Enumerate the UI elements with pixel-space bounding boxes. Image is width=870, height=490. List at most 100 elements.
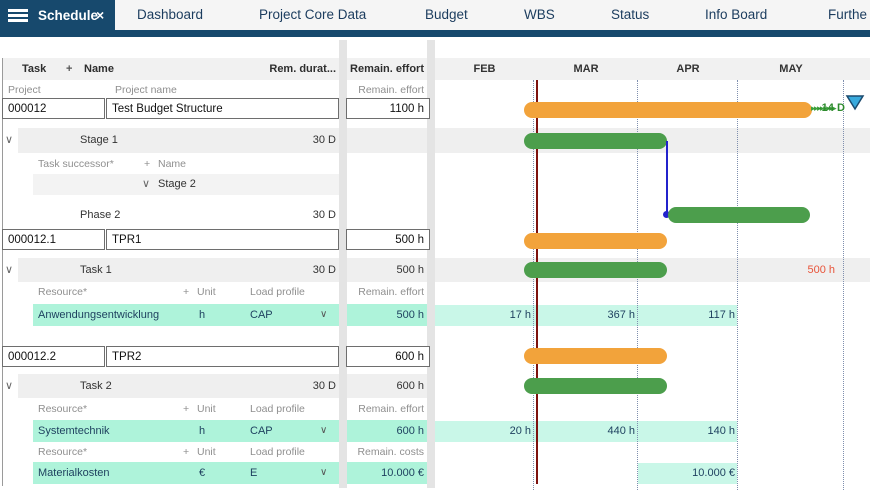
chevron-down-icon[interactable]: ∨ [5, 134, 14, 146]
col-remain-effort[interactable]: Remain. effort [350, 63, 424, 75]
chevron-down-icon[interactable]: ∨ [142, 178, 151, 190]
menu-bar [8, 9, 28, 12]
resource2-row[interactable] [33, 420, 339, 442]
plus-icon[interactable]: + [144, 158, 151, 170]
tpr1-name-field[interactable] [106, 229, 339, 250]
tpr2-name-field[interactable] [106, 346, 339, 367]
month-gridline [637, 80, 638, 490]
project-effort-field[interactable] [346, 98, 430, 119]
resource2-month-value: 140 h [707, 425, 735, 437]
tpr1-effort-field[interactable] [346, 229, 430, 250]
plus-icon[interactable]: + [183, 446, 190, 458]
col-rem-duration[interactable]: Rem. durat... [269, 63, 336, 75]
tpr2-id-field[interactable] [2, 346, 105, 367]
milestone-triangle-icon[interactable] [845, 94, 865, 111]
stage1-bar[interactable] [524, 133, 667, 149]
successor-name: Stage 2 [158, 178, 196, 190]
menu-bar [8, 19, 28, 22]
col-name[interactable]: Name [84, 63, 114, 75]
month-gridline [533, 80, 534, 490]
tab-schedule[interactable]: Schedule × [0, 0, 115, 37]
stage1-duration: 30 D [312, 134, 336, 146]
tab-bar-accent-strip [0, 30, 870, 37]
stage1-row[interactable] [18, 128, 339, 153]
table-header-band [3, 58, 339, 80]
chevron-down-icon[interactable]: ∨ [320, 309, 328, 320]
resource1-month-value: 17 h [509, 309, 531, 321]
table-left-border [2, 58, 3, 486]
tab-status[interactable]: Status [611, 7, 650, 22]
resource1-gantt-band [435, 305, 737, 326]
resource-header-label: Resource* [38, 286, 88, 298]
tab-info-board[interactable]: Info Board [705, 7, 768, 22]
chevron-down-icon[interactable]: ∨ [5, 264, 14, 276]
effort-header-band [347, 58, 427, 80]
column-divider[interactable] [427, 40, 435, 488]
resource3-name: Materialkosten [38, 467, 110, 479]
resource3-gantt-band [638, 463, 737, 484]
menu-icon[interactable] [8, 9, 28, 22]
month-label: MAY [779, 63, 803, 75]
successor-row[interactable] [33, 174, 339, 195]
resource-header-unit: Unit [197, 403, 216, 415]
resource1-month-value: 367 h [607, 309, 635, 321]
stage1-label: Stage 1 [80, 134, 118, 146]
tab-project-core-data[interactable]: Project Core Data [259, 7, 367, 22]
plus-icon[interactable]: + [183, 403, 190, 415]
menu-bar [8, 14, 28, 17]
resource1-row[interactable] [33, 304, 339, 326]
month-label: MAR [573, 63, 599, 75]
project-summary-bar[interactable] [524, 102, 812, 118]
tab-budget[interactable]: Budget [425, 7, 468, 22]
resource1-month-value: 117 h [708, 309, 735, 321]
chevron-down-icon[interactable]: ∨ [320, 425, 328, 436]
resource2-load-profile: CAP [250, 425, 273, 437]
delay-label: -14 D [818, 102, 845, 114]
resource3-costs-cell [347, 462, 427, 484]
close-icon[interactable]: × [96, 7, 105, 23]
tpr2-bar[interactable] [524, 348, 667, 364]
tab-dashboard[interactable]: Dashboard [137, 7, 204, 22]
month-label: APR [676, 63, 700, 75]
delay-chevrons-icon: ▸▸▸▸▸▸▸▸ [811, 103, 837, 113]
resource3-row[interactable] [33, 462, 339, 484]
resource3-load-profile: E [250, 467, 258, 479]
tpr2-effort-field[interactable] [346, 346, 430, 367]
tpr1-bar[interactable] [524, 233, 667, 249]
col-task[interactable]: Task [22, 63, 47, 75]
task2-bar[interactable] [524, 378, 667, 394]
subheader-project-name: Project name [115, 84, 177, 96]
chevron-down-icon[interactable]: ∨ [5, 380, 14, 392]
resource2-effort-cell [347, 420, 427, 442]
chevron-down-icon[interactable]: ∨ [320, 467, 328, 478]
resource-header-label: Resource* [38, 446, 88, 458]
resource-header-remain: Remain. effort [358, 403, 424, 415]
month-label: FEB [473, 63, 496, 75]
task1-label: Task 1 [80, 264, 112, 276]
project-name-field[interactable] [106, 98, 339, 119]
task2-duration: 30 D [312, 380, 336, 392]
successor-header-label: Task successor* [38, 158, 114, 170]
today-line [536, 80, 538, 484]
tab-further[interactable]: Furthe [828, 7, 868, 22]
plus-icon[interactable]: + [66, 63, 73, 75]
project-id-field[interactable] [2, 98, 105, 119]
tab-wbs[interactable]: WBS [524, 7, 555, 22]
task1-effort: 500 h [396, 264, 424, 276]
task2-effort-cell [347, 374, 427, 398]
resource2-name: Systemtechnik [38, 425, 110, 437]
month-gridline [843, 80, 844, 490]
task1-row[interactable] [18, 258, 339, 282]
subheader-remain-effort: Remain. effort [358, 84, 424, 96]
task1-bar[interactable] [524, 262, 667, 278]
plus-icon[interactable]: + [183, 286, 190, 298]
phase2-bar[interactable] [668, 207, 810, 223]
phase2-duration: 30 D [312, 209, 336, 221]
resource3-remain: 10.000 € [381, 467, 424, 479]
task2-effort: 600 h [396, 380, 424, 392]
column-divider[interactable] [339, 40, 347, 488]
task2-row[interactable] [18, 374, 339, 398]
tpr1-id-field[interactable] [2, 229, 105, 250]
task2-label: Task 2 [80, 380, 112, 392]
